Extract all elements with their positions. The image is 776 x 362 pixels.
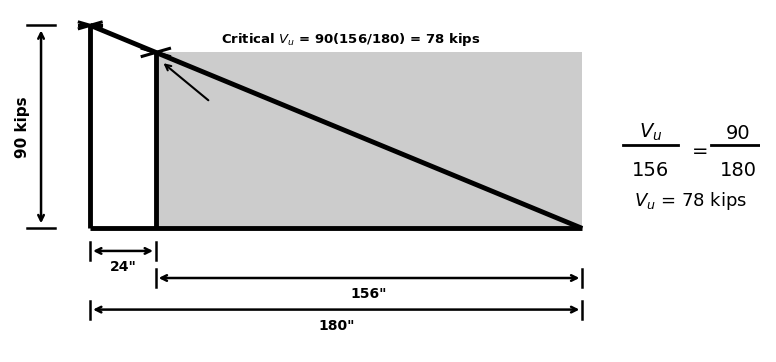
Text: 90 kips: 90 kips xyxy=(15,96,30,158)
Text: 180": 180" xyxy=(318,319,355,333)
Text: $V_u$: $V_u$ xyxy=(639,121,662,143)
Text: 90: 90 xyxy=(726,124,750,143)
Text: 156: 156 xyxy=(632,161,669,180)
Text: 24": 24" xyxy=(109,260,137,274)
Text: =: = xyxy=(691,142,708,161)
Text: Critical $V_u$ = 90(156/180) = 78 kips: Critical $V_u$ = 90(156/180) = 78 kips xyxy=(221,31,481,48)
Text: $V_u$ = 78 kips: $V_u$ = 78 kips xyxy=(634,190,747,212)
Text: 156": 156" xyxy=(351,287,387,301)
Bar xyxy=(156,52,582,228)
Text: 180: 180 xyxy=(719,161,757,180)
